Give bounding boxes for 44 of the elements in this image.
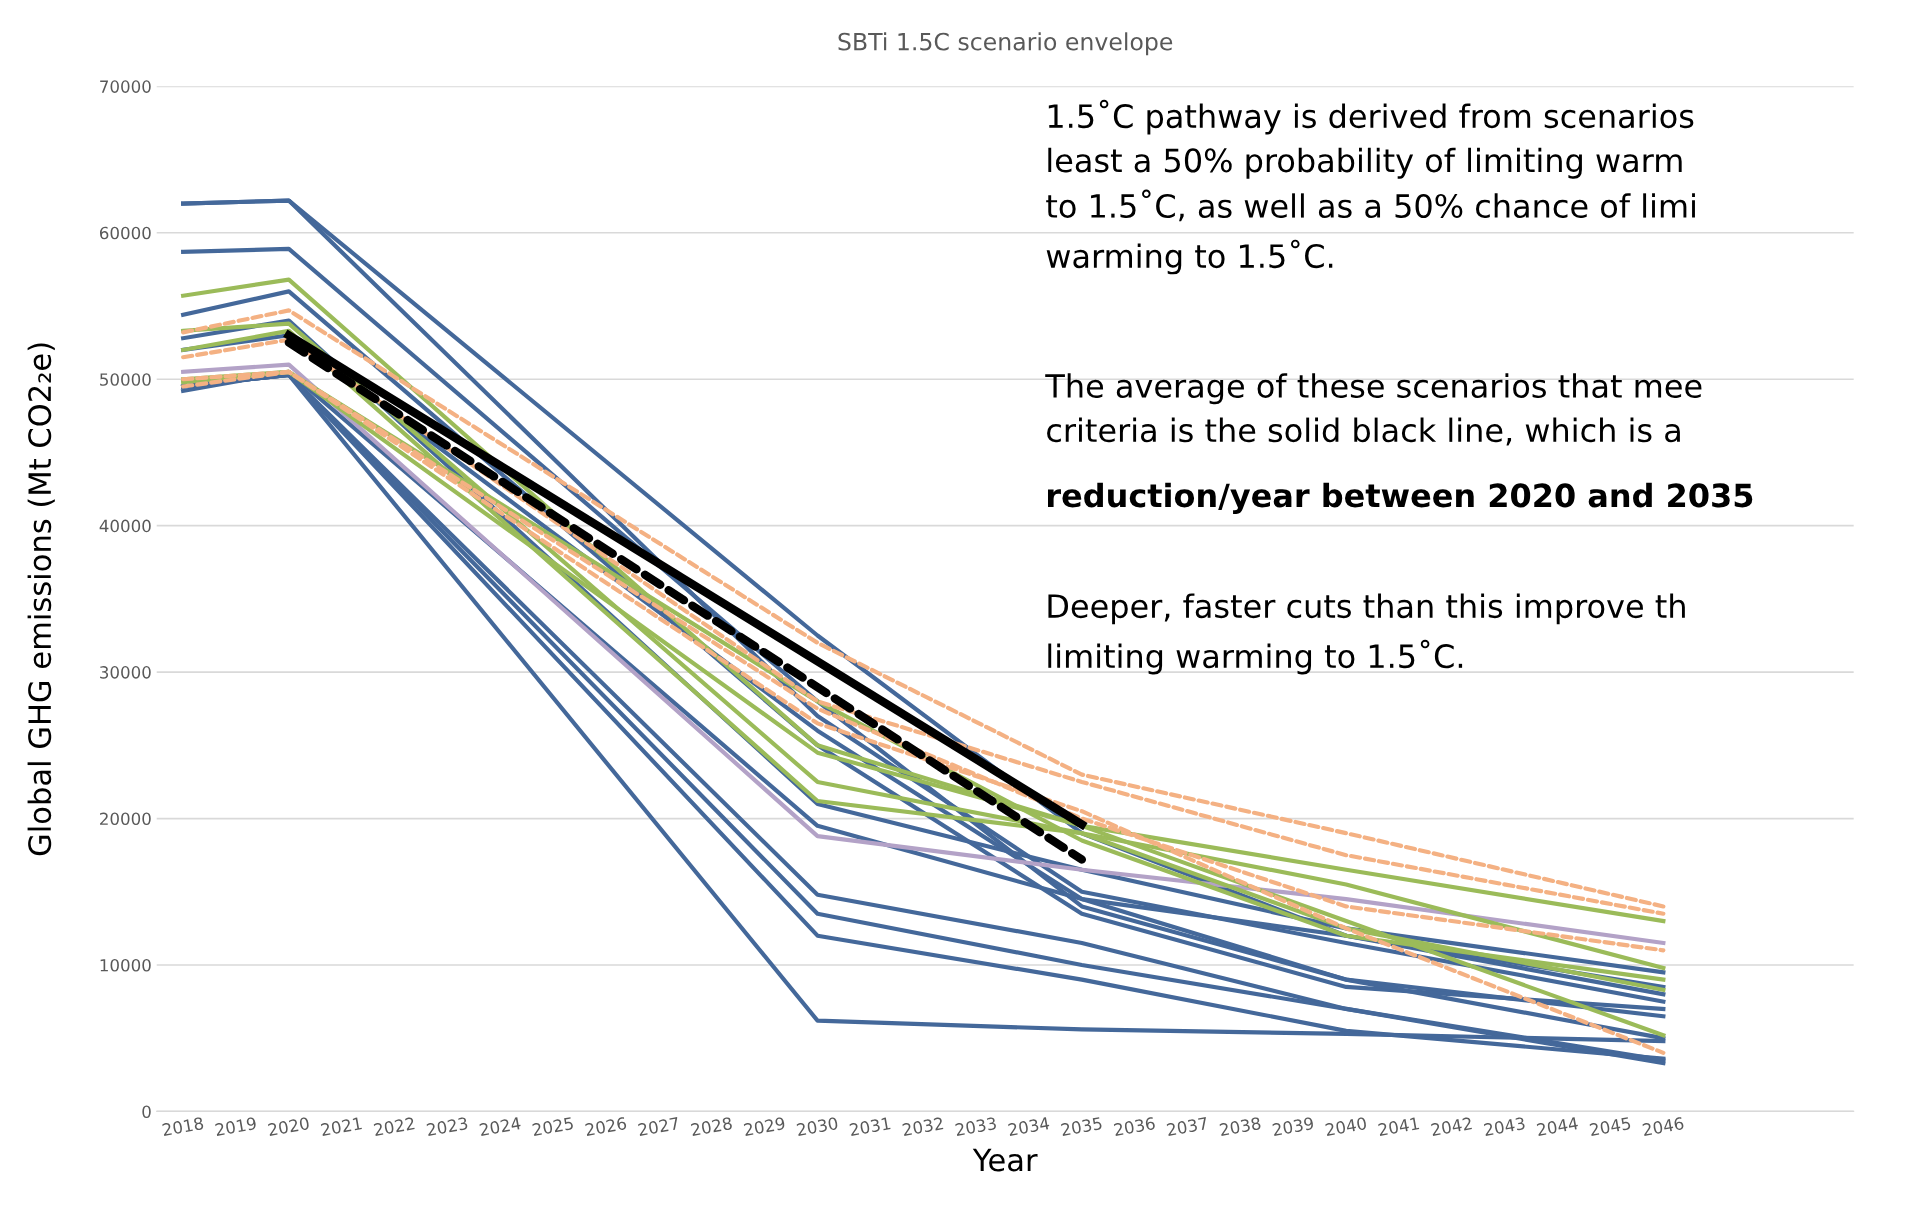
y-tick-label: 60000 — [99, 226, 151, 240]
y-tick-label: 0 — [142, 1105, 151, 1118]
x-tick-label: 2018 — [162, 1116, 204, 1137]
x-tick-label: 2036 — [1113, 1116, 1156, 1137]
y-tick-label: 30000 — [100, 666, 151, 679]
y-tick-label: 40000 — [99, 519, 151, 533]
x-tick-label: 2040 — [1325, 1116, 1367, 1137]
x-tick-label: 2034 — [1007, 1116, 1050, 1137]
x-tick-label: 2019 — [214, 1116, 257, 1137]
x-tick-label: 2046 — [1642, 1116, 1685, 1137]
x-tick-label: 2029 — [743, 1116, 786, 1137]
x-tick-label: 2023 — [426, 1116, 468, 1137]
x-tick-label: 2024 — [479, 1116, 522, 1137]
x-tick-label: 2039 — [1272, 1116, 1314, 1137]
x-tick-label: 2038 — [1219, 1116, 1262, 1137]
x-tick-label: 2020 — [267, 1116, 310, 1137]
y-axis-title: Global GHG emissions (Mt CO2₂e) — [27, 343, 55, 856]
x-tick-label: 2042 — [1430, 1116, 1472, 1137]
y-tick-label: 70000 — [100, 80, 151, 93]
y-tick-label: 10000 — [100, 958, 151, 972]
x-tick-label: 2035 — [1060, 1116, 1103, 1137]
y-tick-label: 20000 — [100, 812, 151, 826]
x-tick-label: 2041 — [1378, 1116, 1420, 1137]
y-tick-label: 50000 — [100, 373, 151, 386]
x-tick-label: 2033 — [955, 1116, 997, 1137]
x-tick-label: 2022 — [373, 1116, 415, 1137]
x-tick-label: 2032 — [902, 1116, 944, 1137]
x-tick-label: 2037 — [1166, 1116, 1208, 1137]
x-tick-label: 2044 — [1536, 1116, 1579, 1137]
annotation: The average of these scenarios that mee criteria is the solid black line, which is a — [1045, 373, 1702, 446]
x-tick-label: 2031 — [849, 1116, 891, 1137]
x-tick-label: 2043 — [1483, 1116, 1526, 1137]
annotation: reduction/year between 2020 and 2035 — [1048, 482, 1753, 514]
x-tick-label: 2028 — [690, 1116, 733, 1137]
chart-title: SBTi 1.5C scenario envelope — [838, 32, 1173, 56]
x-tick-label: 2021 — [320, 1116, 362, 1137]
annotation: Deeper, faster cuts than this improve th limiting warming to 1.5˚C. — [1048, 593, 1685, 675]
x-tick-label: 2026 — [585, 1116, 627, 1137]
x-tick-label: 2027 — [637, 1116, 680, 1137]
x-tick-label: 2025 — [532, 1116, 574, 1137]
annotation: 1.5˚C pathway is derived from scenarios least a 50% probability of limiting warm to 1.5˚C, as well as a 50% chance of limi warming to 1.5˚C. — [1046, 99, 1695, 275]
x-axis-title: Year — [972, 1148, 1038, 1172]
x-tick-label: 2030 — [796, 1116, 839, 1137]
x-tick-label: 2045 — [1589, 1116, 1631, 1137]
